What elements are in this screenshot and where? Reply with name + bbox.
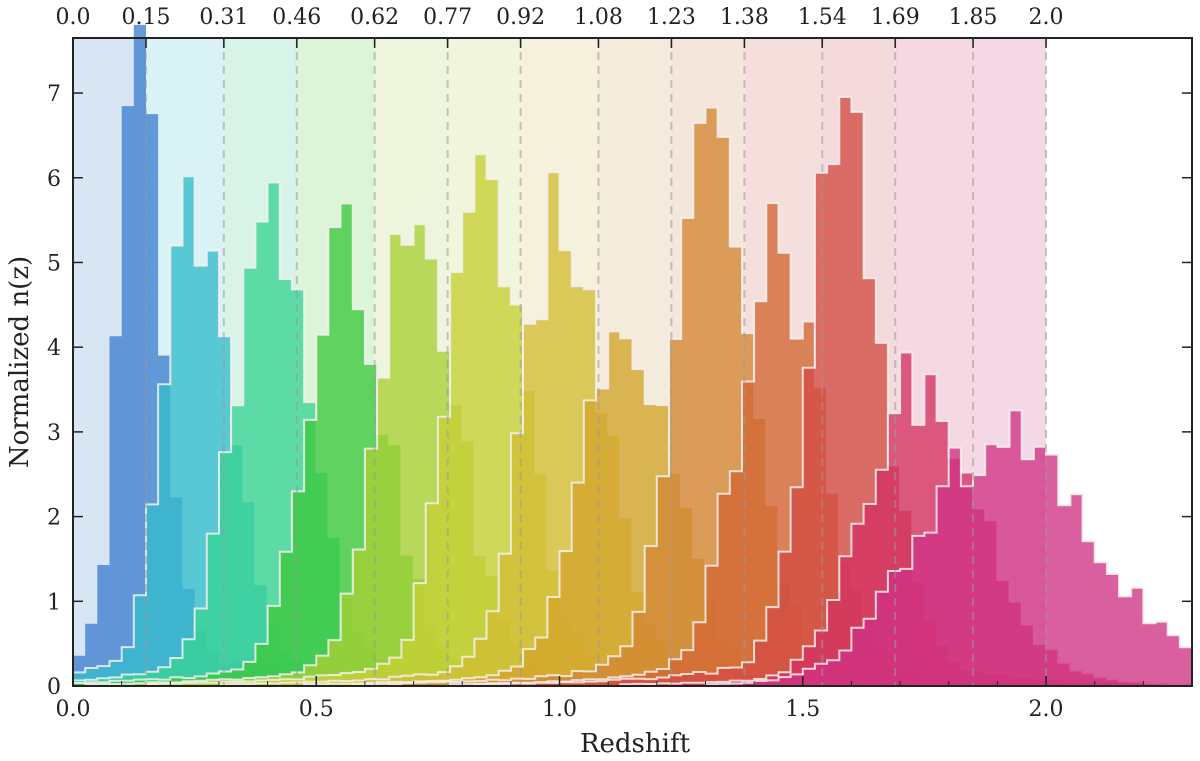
bin-dividers	[144, 38, 1048, 686]
top-tick-label-1: 0.15	[121, 5, 170, 30]
y-tick-label-7: 7	[47, 82, 61, 107]
top-tick-label-12: 1.85	[949, 5, 998, 30]
y-tick-label-3: 3	[47, 421, 61, 446]
top-tick-label-8: 1.23	[647, 5, 696, 30]
x-tick-label-4: 2.0	[1029, 697, 1064, 722]
y-axis-label: Normalized n(z)	[5, 256, 35, 468]
histogram-fill-7	[73, 331, 1192, 686]
x-tick-label-0: 0.0	[56, 697, 91, 722]
histogram-fill-1	[73, 176, 1192, 686]
top-tick-label-10: 1.54	[798, 5, 847, 30]
y-tick-label-2: 2	[47, 506, 61, 531]
top-tick-label-13: 2.0	[1029, 5, 1064, 30]
histogram-fill-12	[73, 410, 1192, 686]
top-tick-label-3: 0.46	[272, 5, 321, 30]
top-tick-label-4: 0.62	[350, 5, 399, 30]
top-tick-label-0: 0.0	[56, 5, 91, 30]
x-tick-label-3: 1.5	[785, 697, 820, 722]
y-tick-label-5: 5	[47, 251, 61, 276]
top-tick-label-2: 0.31	[199, 5, 248, 30]
plot-border	[72, 37, 1193, 687]
top-tick-label-6: 0.92	[496, 5, 545, 30]
top-tick-label-9: 1.38	[720, 5, 769, 30]
y-tick-label-0: 0	[47, 675, 61, 700]
plot-frame	[72, 37, 1193, 687]
top-tick-label-11: 1.69	[871, 5, 920, 30]
y-tick-label-1: 1	[47, 590, 61, 615]
axis-ticks: 0.0 0.5 1.0 1.5 2.0 0 1 2 3 4 5 6 7 0.0 0.15 0.31 0.46 0.…	[47, 5, 1192, 722]
top-tick-label-5: 0.77	[423, 5, 472, 30]
top-tick-label-7: 1.08	[574, 5, 623, 30]
y-tick-label-4: 4	[47, 336, 61, 361]
x-axis-label: Redshift	[580, 729, 691, 759]
x-tick-label-2: 1.0	[542, 697, 577, 722]
x-tick-label-1: 0.5	[299, 697, 334, 722]
y-tick-label-6: 6	[47, 167, 61, 192]
